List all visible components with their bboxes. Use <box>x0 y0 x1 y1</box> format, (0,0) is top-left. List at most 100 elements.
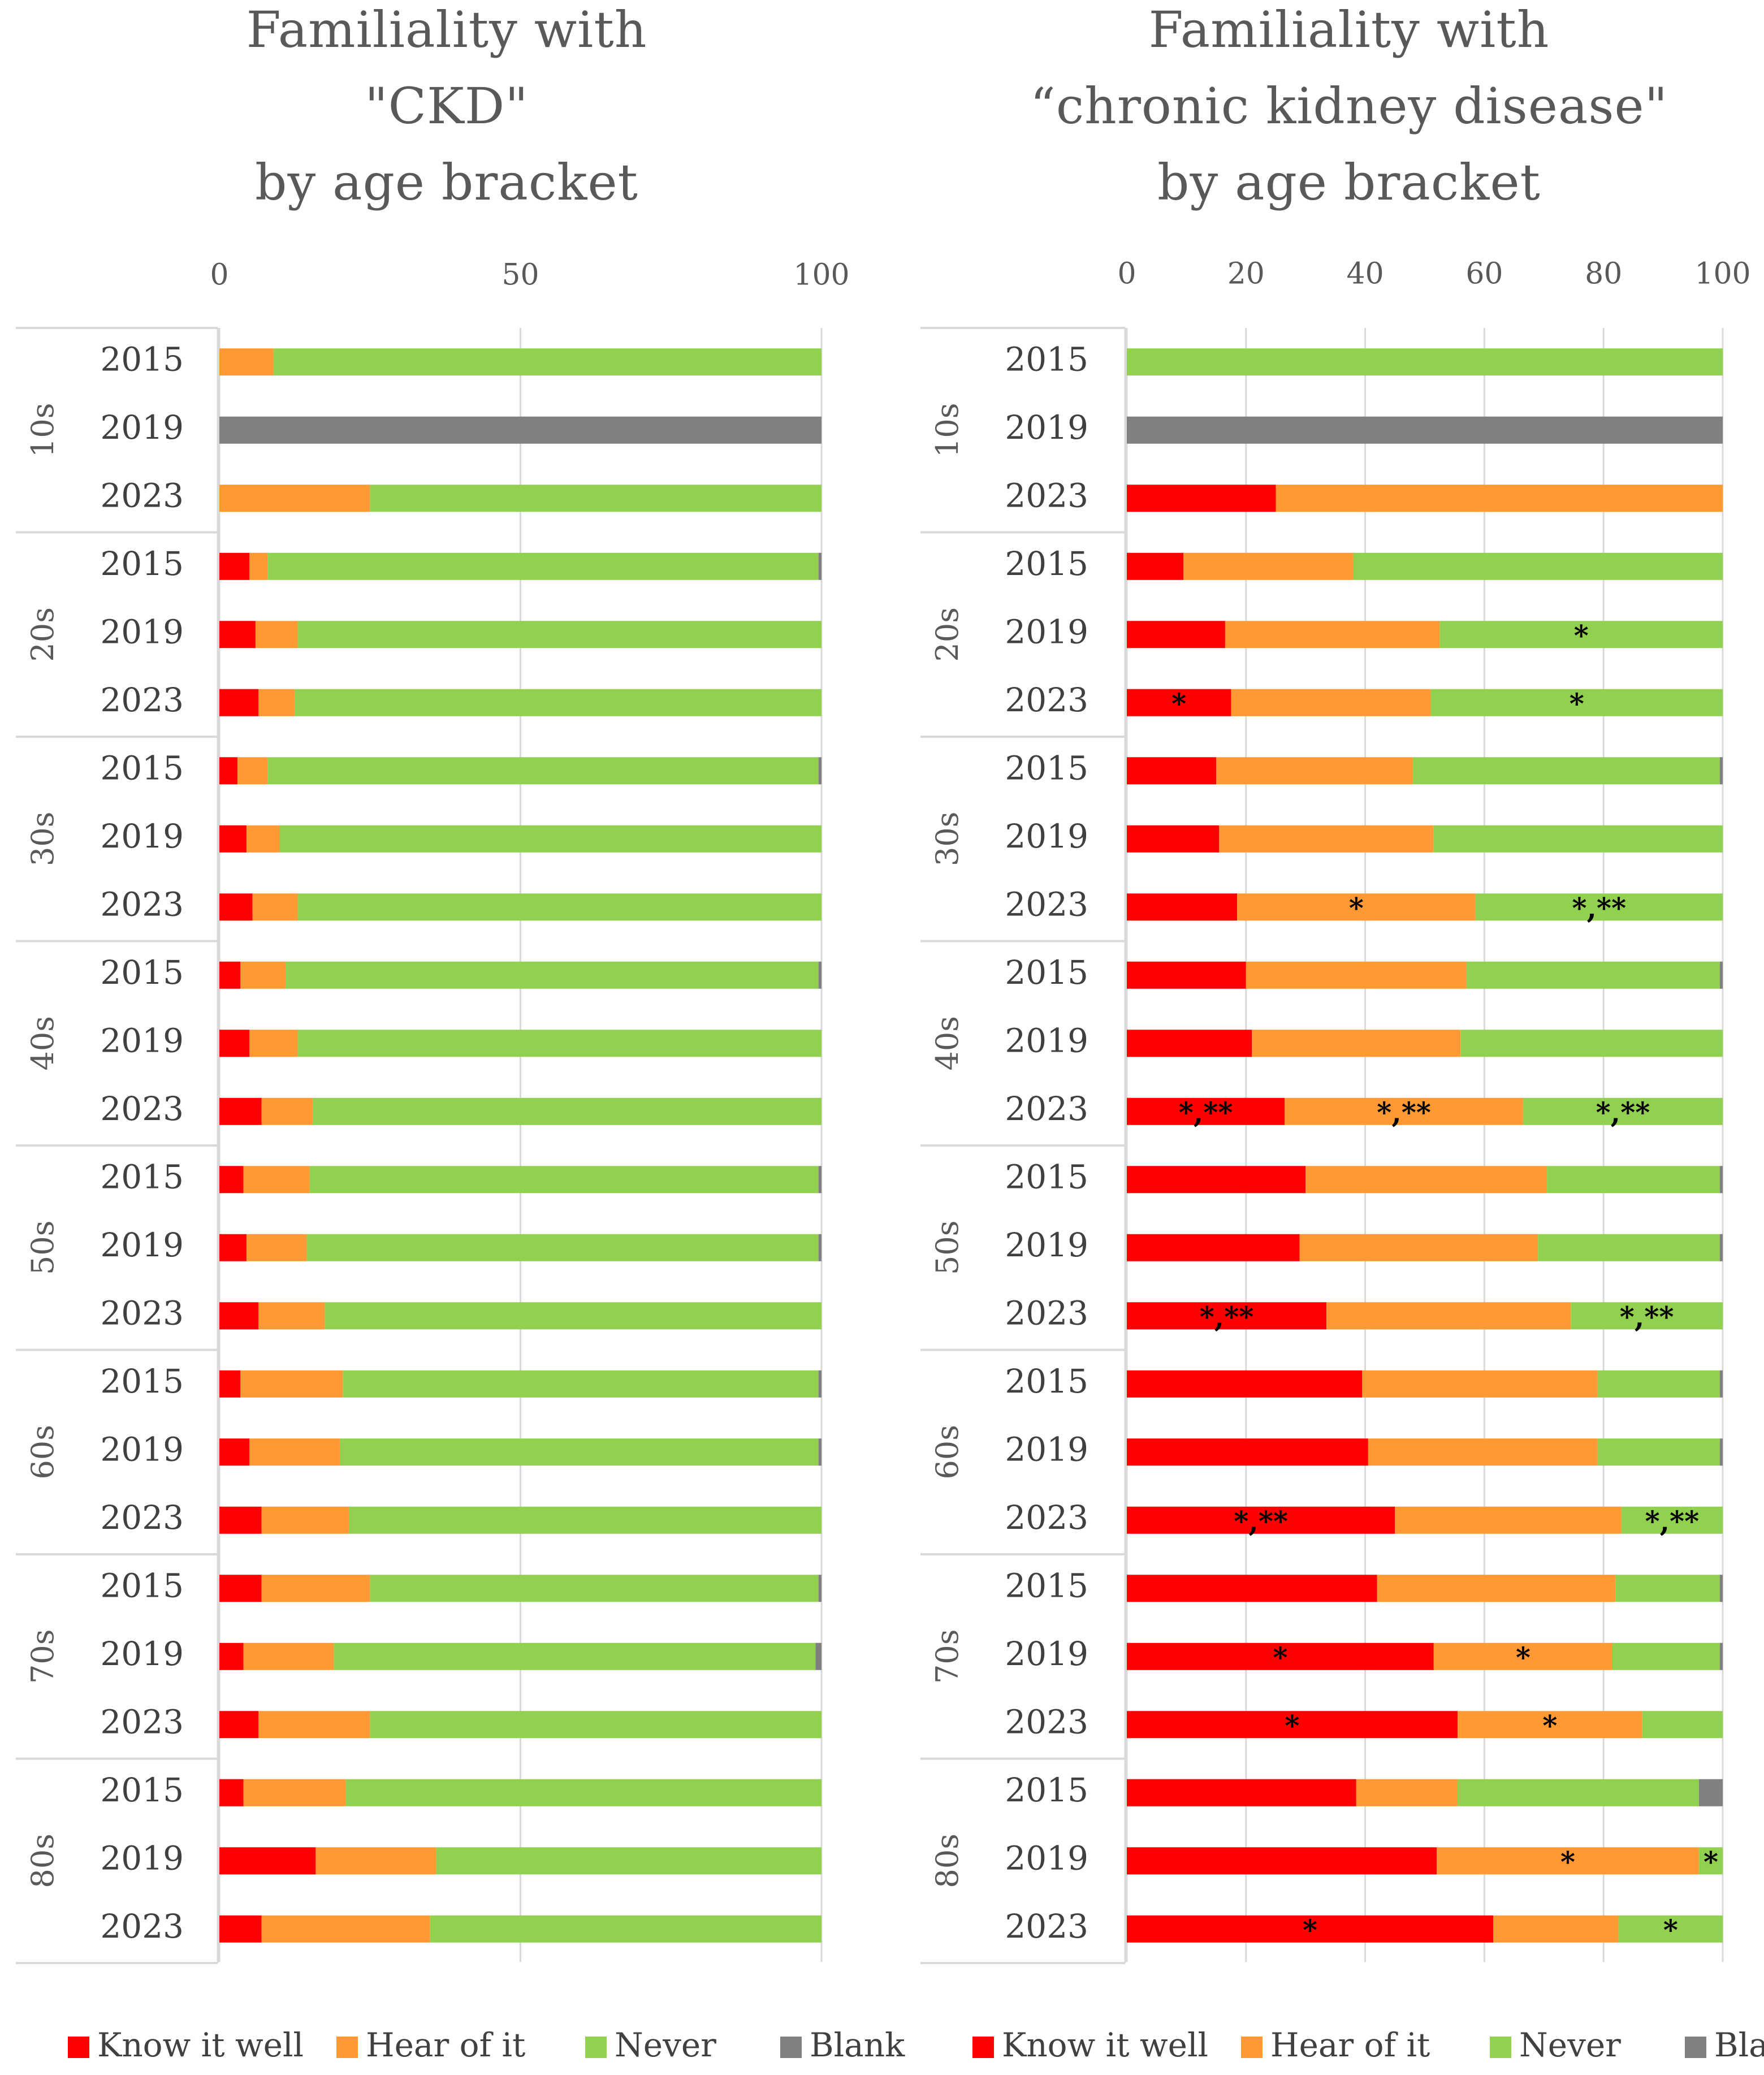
year-label: 2015 <box>100 1362 184 1400</box>
bar-segment-hear-of-it <box>237 757 268 785</box>
bar-segment-blank <box>818 961 822 989</box>
bar-segment-know-it-well <box>1127 757 1217 785</box>
chart-panel-1: Familiality with "CKD" by age bracket 0 50 10… <box>16 1 905 2064</box>
year-label: 2019 <box>1005 1839 1088 1877</box>
bar-segment-never <box>1612 1642 1720 1670</box>
bar-segment-never <box>1475 893 1723 921</box>
bar-segment-know-it-well <box>1127 825 1220 853</box>
group-label: 10s <box>929 403 965 457</box>
bar-segment-hear-of-it <box>258 1302 325 1330</box>
significance-mark: *,** <box>1596 1096 1650 1129</box>
legend: Know it well Hear of it Never Blank <box>68 2026 905 2064</box>
bar-segment-hear-of-it <box>261 1097 313 1125</box>
bar-segment-hear-of-it <box>1183 552 1354 580</box>
significance-mark: *,** <box>1234 1505 1288 1538</box>
legend-label: Know it well <box>97 2026 304 2064</box>
bar-segment-never <box>1642 1711 1723 1739</box>
year-label: 2019 <box>100 612 184 651</box>
x-tick-label: 100 <box>1694 257 1750 291</box>
bar-segment-know-it-well <box>219 1030 250 1057</box>
group-label: 70s <box>929 1629 965 1684</box>
year-label: 2023 <box>100 1498 184 1537</box>
legend-swatch <box>68 2037 89 2058</box>
year-label: 2019 <box>1005 612 1088 651</box>
year-label: 2015 <box>1005 953 1088 992</box>
bar-segment-hear-of-it <box>1216 757 1413 785</box>
significance-mark: *,** <box>1572 891 1626 924</box>
significance-mark: * <box>1303 1913 1317 1947</box>
year-label: 2023 <box>100 681 184 719</box>
bar-segment-know-it-well <box>219 621 256 649</box>
chart-title-line: "CKD" <box>365 77 529 135</box>
bar-segment-know-it-well <box>219 757 237 785</box>
bar-segment-hear-of-it <box>1219 825 1434 853</box>
bar-segment-never <box>1597 1438 1720 1466</box>
bar-segment-hear-of-it <box>1437 1847 1699 1875</box>
bar-segment-know-it-well <box>1127 893 1237 921</box>
bar-segment-know-it-well <box>219 1234 247 1261</box>
significance-mark: *,** <box>1377 1096 1431 1129</box>
legend-label: Blank <box>810 2026 905 2064</box>
bar-segment-blank <box>818 1166 822 1194</box>
bar-segment-never <box>370 1711 822 1739</box>
bar-segment-never <box>1618 1915 1723 1943</box>
legend-swatch <box>1241 2037 1263 2058</box>
bar-segment-hear-of-it <box>1236 893 1476 921</box>
legend-swatch <box>780 2037 802 2058</box>
bar-segment-know-it-well <box>1127 1166 1306 1194</box>
bar-segment-never <box>295 689 822 716</box>
bar-segment-blank <box>818 1234 822 1261</box>
bar-segment-blank <box>1719 1438 1723 1466</box>
group-label: 30s <box>25 812 60 866</box>
bar-segment-never <box>1439 621 1723 649</box>
chart-title-line: Familiality with <box>247 1 647 59</box>
legend-label: Blank <box>1714 2026 1764 2064</box>
bar-segment-hear-of-it <box>258 1711 370 1739</box>
bar-segment-blank <box>818 757 822 785</box>
bar-segment-never <box>370 485 822 512</box>
bar-segment-know-it-well <box>1127 1779 1356 1806</box>
significance-mark: * <box>1560 1845 1575 1878</box>
year-label: 2019 <box>100 1226 184 1264</box>
year-label: 2015 <box>1005 544 1088 583</box>
bar-segment-never <box>1127 348 1723 376</box>
year-label: 2019 <box>1005 817 1088 855</box>
group-label: 20s <box>25 607 60 662</box>
bar-segment-know-it-well <box>1127 1847 1437 1875</box>
bar-segment-hear-of-it <box>1276 485 1723 512</box>
bar-segment-know-it-well <box>219 1302 259 1330</box>
bar-segment-know-it-well <box>219 1847 316 1875</box>
legend-swatch <box>585 2037 607 2058</box>
bar-segment-hear-of-it <box>240 961 286 989</box>
bar-segment-hear-of-it <box>261 1575 370 1602</box>
bar-segment-hear-of-it <box>255 621 298 649</box>
year-label: 2015 <box>100 544 184 583</box>
bar-segment-hear-of-it <box>243 1642 334 1670</box>
bar-segment-never <box>1615 1575 1720 1602</box>
year-label: 2015 <box>1005 340 1088 378</box>
year-label: 2023 <box>1005 681 1088 719</box>
legend: Know it well Hear of it Never Blank <box>972 2026 1764 2064</box>
bar-segment-blank <box>1719 1370 1723 1398</box>
significance-mark: *,** <box>1200 1300 1254 1333</box>
significance-mark: * <box>1704 1845 1718 1878</box>
bar-segment-hear-of-it <box>1225 621 1440 649</box>
year-label: 2023 <box>100 1294 184 1332</box>
significance-mark: * <box>1570 687 1584 720</box>
bar-segment-know-it-well <box>219 1779 244 1806</box>
bar-segment-know-it-well <box>1127 1915 1494 1943</box>
bar-segment-hear-of-it <box>1356 1779 1458 1806</box>
year-label: 2015 <box>100 1566 184 1605</box>
x-tick-label: 0 <box>210 258 228 292</box>
bar-segment-know-it-well <box>219 1097 262 1125</box>
bar-segment-never <box>267 757 819 785</box>
group-label: 60s <box>25 1425 60 1479</box>
bar-segment-blank <box>818 552 822 580</box>
bar-segment-never <box>273 348 822 376</box>
significance-mark: *,** <box>1620 1300 1674 1333</box>
significance-mark: *,** <box>1645 1505 1699 1538</box>
bar-segment-never <box>279 825 822 853</box>
group-label: 80s <box>929 1834 965 1888</box>
bar-segment-never <box>286 961 819 989</box>
bar-segment-know-it-well <box>219 689 259 716</box>
